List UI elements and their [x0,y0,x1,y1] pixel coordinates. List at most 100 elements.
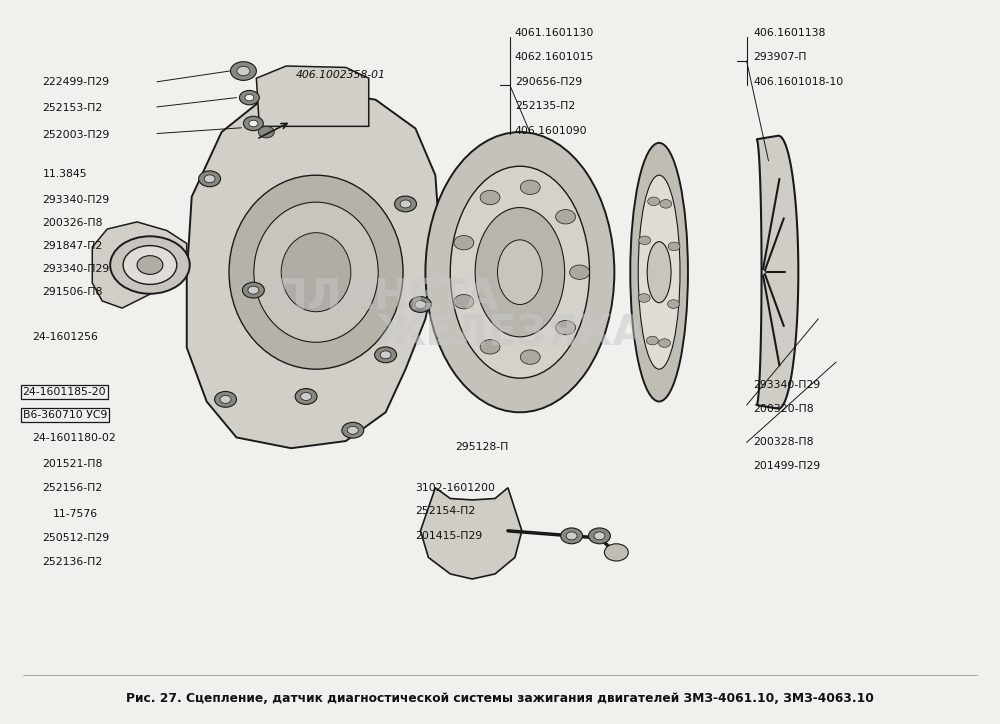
Circle shape [395,196,416,212]
Circle shape [556,209,576,224]
Polygon shape [256,66,369,127]
Ellipse shape [638,175,680,369]
Text: 406.1002358-01: 406.1002358-01 [296,70,386,80]
Polygon shape [187,89,440,448]
Circle shape [199,171,221,187]
Circle shape [659,339,671,348]
Text: 200326-П8: 200326-П8 [43,219,103,228]
Text: 406.1601138: 406.1601138 [754,28,826,38]
Text: 200328-П8: 200328-П8 [754,437,814,447]
Circle shape [220,395,231,403]
Circle shape [646,336,658,345]
Text: 295128-П: 295128-П [455,442,509,452]
Text: 3102-1601200: 3102-1601200 [415,483,495,493]
Circle shape [301,392,312,400]
Text: 252154-П2: 252154-П2 [415,506,476,516]
Text: 252136-П2: 252136-П2 [43,557,103,567]
Circle shape [248,286,259,294]
Circle shape [561,528,583,544]
Circle shape [242,282,264,298]
Ellipse shape [281,232,351,312]
Ellipse shape [425,132,614,412]
Text: 201415-П29: 201415-П29 [415,531,483,541]
Circle shape [594,532,605,540]
Circle shape [454,295,474,309]
Text: 291847-П2: 291847-П2 [43,241,103,251]
Circle shape [415,300,426,308]
Circle shape [342,422,364,438]
Circle shape [639,236,651,245]
Circle shape [295,389,317,405]
Ellipse shape [630,143,688,402]
Ellipse shape [229,175,403,369]
Circle shape [237,67,250,76]
Ellipse shape [475,208,565,337]
Polygon shape [92,222,187,308]
Circle shape [668,300,679,308]
Text: 24-1601256: 24-1601256 [33,332,98,342]
Circle shape [570,265,590,279]
Circle shape [123,245,177,285]
Text: 24-1601180-02: 24-1601180-02 [33,433,116,443]
Polygon shape [757,135,798,409]
Text: 406.1601018-10: 406.1601018-10 [754,77,844,87]
Circle shape [480,340,500,354]
Circle shape [638,294,650,303]
Circle shape [604,544,628,561]
Text: 201499-П29: 201499-П29 [754,461,821,471]
Text: 252156-П2: 252156-П2 [43,483,103,493]
Circle shape [589,528,610,544]
Circle shape [375,347,397,363]
Text: 222499-П29: 222499-П29 [43,77,110,87]
Circle shape [410,297,431,313]
Text: Рис. 27. Сцепление, датчик диагностической системы зажигания двигателей ЗМЗ-4061: Рис. 27. Сцепление, датчик диагностическ… [126,691,874,704]
Circle shape [239,90,259,105]
Text: 293907-П: 293907-П [754,52,807,62]
Text: 11-7576: 11-7576 [53,509,98,519]
Circle shape [215,392,236,408]
Text: В6-360710 УС9: В6-360710 УС9 [23,411,107,420]
Circle shape [243,117,263,130]
Circle shape [668,242,680,251]
Text: 200320-П8: 200320-П8 [754,404,814,413]
Text: 290656-П29: 290656-П29 [515,77,582,87]
Ellipse shape [450,167,590,378]
Circle shape [231,62,256,80]
Circle shape [648,197,660,206]
Circle shape [454,235,474,250]
Text: 406.1601090: 406.1601090 [515,126,588,135]
Text: 250512-П29: 250512-П29 [43,533,110,543]
Text: 4062.1601015: 4062.1601015 [515,52,594,62]
Circle shape [204,174,215,182]
Circle shape [660,200,672,208]
Text: 293340-П29: 293340-П29 [43,195,110,206]
Circle shape [520,350,540,364]
Text: 4061.1601130: 4061.1601130 [515,28,594,38]
Text: 252135-П2: 252135-П2 [515,101,575,111]
Circle shape [245,94,254,101]
Ellipse shape [647,242,671,303]
Polygon shape [420,488,522,579]
Ellipse shape [254,202,378,342]
Circle shape [347,426,358,434]
Text: ЖЕЛЕЗЯКА: ЖЕЛЕЗЯКА [375,312,645,354]
Circle shape [137,256,163,274]
Circle shape [480,190,500,205]
Circle shape [249,120,258,127]
Circle shape [566,532,577,540]
Circle shape [380,351,391,359]
Circle shape [400,200,411,208]
Text: 252003-П29: 252003-П29 [43,130,110,140]
Text: 201521-П8: 201521-П8 [43,459,103,469]
Text: 293340-П29: 293340-П29 [43,264,110,274]
Circle shape [520,180,540,195]
Text: 11.3845: 11.3845 [43,169,87,179]
Circle shape [556,321,576,334]
Circle shape [110,236,190,294]
Text: 24-1601185-20: 24-1601185-20 [23,387,106,397]
Ellipse shape [498,240,542,305]
Text: 293340-П29: 293340-П29 [754,380,821,390]
Text: ПЛАНЕТА: ПЛАНЕТА [273,277,499,319]
Text: 252153-П2: 252153-П2 [43,104,103,114]
Circle shape [258,127,274,138]
